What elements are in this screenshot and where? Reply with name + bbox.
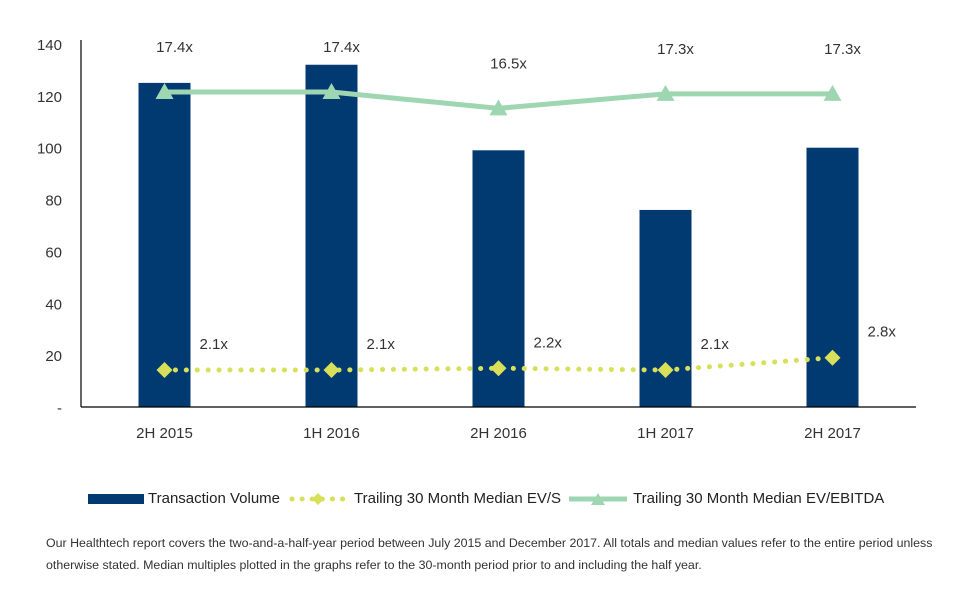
y-tick-label: - xyxy=(57,400,62,417)
x-tick-label: 2H 2017 xyxy=(804,425,861,442)
bar-1h-2016 xyxy=(305,64,358,407)
ev-ebitda-data-label: 17.4x xyxy=(156,39,193,56)
y-tick-label: 140 xyxy=(37,37,62,54)
legend-label: Trailing 30 Month Median EV/EBITDA xyxy=(633,490,885,507)
ev-s-data-label: 2.8x xyxy=(868,324,897,341)
ev-s-marker xyxy=(824,349,841,366)
y-tick-label: 120 xyxy=(37,89,62,106)
legend-item-ev-ebitda: Trailing 30 Month Median EV/EBITDA xyxy=(567,490,884,507)
legend-label: Transaction Volume xyxy=(148,490,281,507)
bar-2h-2017 xyxy=(806,147,859,407)
y-tick-label: 40 xyxy=(45,296,62,313)
legend-swatch-line-triangle xyxy=(569,492,628,505)
legend-swatch-bar xyxy=(88,493,144,504)
x-tick-label: 2H 2016 xyxy=(470,425,527,442)
legend-item-transaction-volume: Transaction Volume xyxy=(88,490,280,507)
chart: - 20 40 60 80 100 120 140 2H 2015 1H 2016 2H 2016 1… xyxy=(37,37,916,442)
ev-ebitda-marker xyxy=(489,99,508,116)
ev-s-data-label: 2.2x xyxy=(534,334,563,351)
x-tick-label: 1H 2016 xyxy=(303,425,360,442)
ev-ebitda-data-label: 17.3x xyxy=(824,41,861,58)
y-tick-label: 60 xyxy=(45,244,62,261)
ev-s-marker xyxy=(657,362,674,379)
legend-label: Trailing 30 Month Median EV/S xyxy=(354,490,562,507)
ev-ebitda-marker xyxy=(155,83,174,100)
y-tick-label: 100 xyxy=(37,141,62,158)
bar-2h-2015 xyxy=(138,82,191,408)
legend-item-ev-s: Trailing 30 Month Median EV/S xyxy=(286,490,561,507)
ev-ebitda-data-label: 16.5x xyxy=(490,55,527,72)
ev-s-data-label: 2.1x xyxy=(200,336,229,353)
x-tick-label: 2H 2015 xyxy=(136,425,193,442)
ev-s-line xyxy=(162,355,835,373)
ev-s-data-label: 2.1x xyxy=(367,336,396,353)
ev-ebitda-marker xyxy=(322,83,341,100)
ev-s-data-label: 2.1x xyxy=(701,336,730,353)
ev-ebitda-data-label: 17.4x xyxy=(323,39,360,56)
legend: Transaction Volume Trailing 30 Month Med… xyxy=(88,490,890,507)
y-tick-label: 80 xyxy=(45,193,62,210)
ev-ebitda-marker xyxy=(656,84,675,101)
footnote: Our Healthtech report covers the two-and… xyxy=(46,536,933,572)
ev-ebitda-marker xyxy=(823,84,842,101)
ev-ebitda-data-label: 17.3x xyxy=(657,41,694,58)
x-tick-label: 1H 2017 xyxy=(637,425,694,442)
ev-s-marker xyxy=(490,360,507,377)
ev-s-marker xyxy=(156,362,173,379)
legend-swatch-dotted-diamond xyxy=(289,492,347,505)
y-tick-label: 20 xyxy=(45,348,62,365)
ev-s-marker xyxy=(323,362,340,379)
